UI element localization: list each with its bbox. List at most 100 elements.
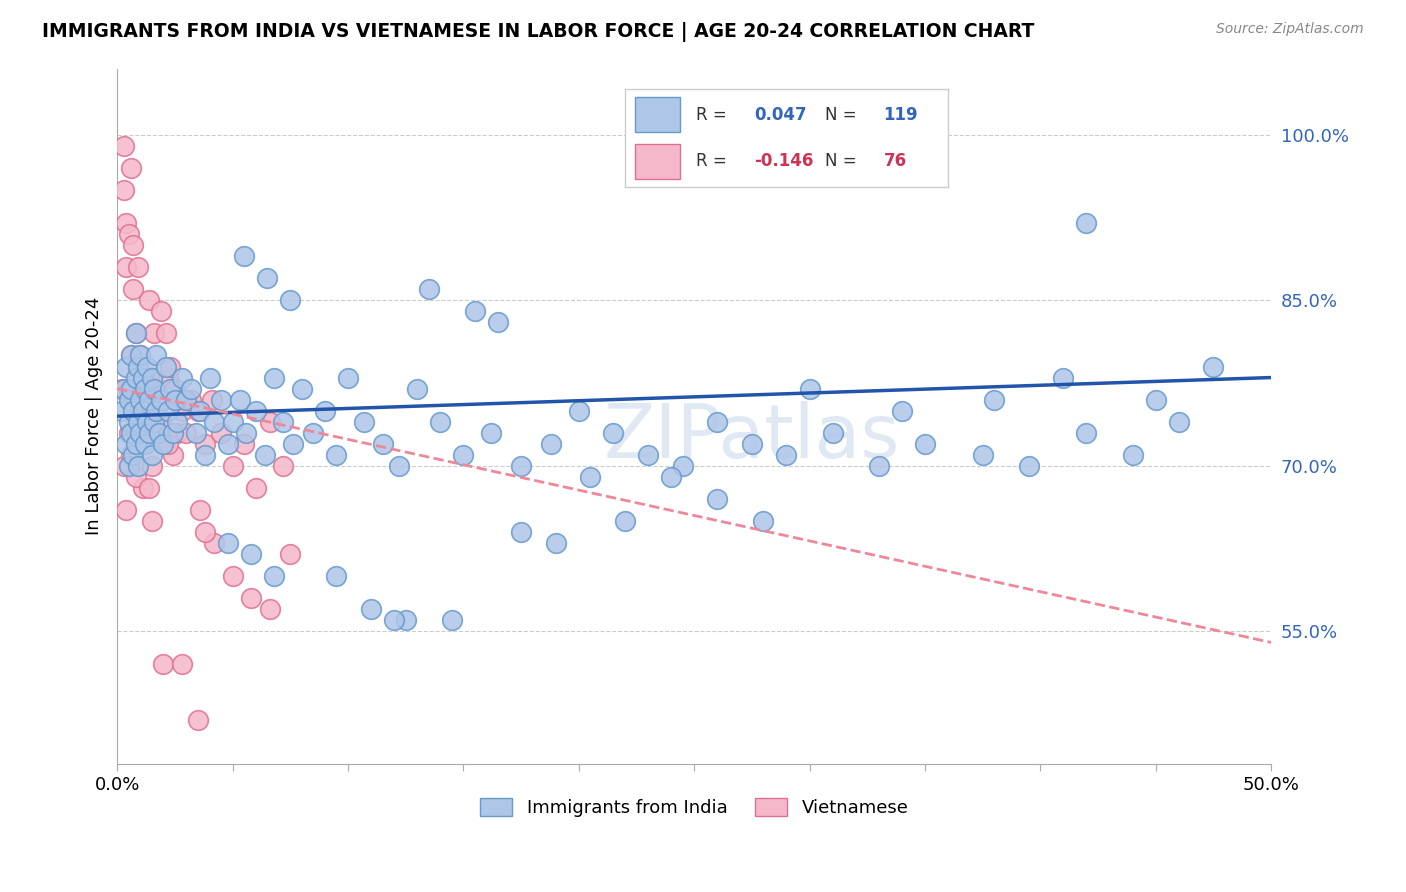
Point xyxy=(273,458,295,473)
Point xyxy=(166,415,188,429)
Point xyxy=(382,613,405,627)
Point xyxy=(138,293,160,308)
Point xyxy=(868,458,890,473)
Point xyxy=(131,481,153,495)
Point xyxy=(150,304,173,318)
Point xyxy=(245,481,267,495)
Point xyxy=(890,403,912,417)
Point xyxy=(706,415,728,429)
Point xyxy=(263,569,285,583)
Point xyxy=(115,260,138,275)
Point xyxy=(111,382,134,396)
Point xyxy=(120,448,142,462)
Point xyxy=(360,602,382,616)
Point xyxy=(118,382,141,396)
Point xyxy=(741,436,763,450)
Point xyxy=(1167,415,1189,429)
Point xyxy=(263,370,285,384)
Point xyxy=(510,524,533,539)
Point xyxy=(143,415,166,429)
Point xyxy=(187,403,209,417)
Point xyxy=(131,403,153,417)
Point xyxy=(253,448,276,462)
Point xyxy=(136,415,159,429)
Point xyxy=(162,448,184,462)
Point xyxy=(1076,425,1098,440)
Point xyxy=(163,382,186,396)
Point xyxy=(176,392,198,407)
Point xyxy=(440,613,463,627)
Point xyxy=(143,382,166,396)
Point xyxy=(221,458,243,473)
Point xyxy=(112,382,135,396)
Point xyxy=(122,448,145,462)
Point xyxy=(184,425,207,440)
Point xyxy=(188,503,211,517)
Point xyxy=(136,415,159,429)
Point xyxy=(221,569,243,583)
Point xyxy=(159,382,181,396)
Point xyxy=(914,436,936,450)
Point xyxy=(406,382,429,396)
Point xyxy=(166,425,188,440)
Point xyxy=(201,392,224,407)
Point xyxy=(194,436,217,450)
Point xyxy=(240,547,263,561)
Text: Source: ZipAtlas.com: Source: ZipAtlas.com xyxy=(1216,22,1364,37)
Point xyxy=(112,138,135,153)
Point xyxy=(129,349,152,363)
Point xyxy=(120,349,142,363)
Point xyxy=(138,425,160,440)
Point xyxy=(129,403,152,417)
Point xyxy=(194,448,217,462)
Point xyxy=(145,382,167,396)
Point xyxy=(1018,458,1040,473)
Point xyxy=(162,425,184,440)
Point xyxy=(152,392,174,407)
Point xyxy=(124,392,146,407)
Point xyxy=(821,425,844,440)
Point xyxy=(972,448,994,462)
Point xyxy=(1076,216,1098,230)
Point xyxy=(568,403,591,417)
Point xyxy=(256,271,278,285)
Point xyxy=(371,436,394,450)
Point xyxy=(143,382,166,396)
Point xyxy=(129,425,152,440)
Point xyxy=(127,359,149,374)
Text: IMMIGRANTS FROM INDIA VS VIETNAMESE IN LABOR FORCE | AGE 20-24 CORRELATION CHART: IMMIGRANTS FROM INDIA VS VIETNAMESE IN L… xyxy=(42,22,1035,42)
Point xyxy=(613,514,636,528)
Point xyxy=(134,382,156,396)
Point xyxy=(176,392,198,407)
Point xyxy=(1202,359,1225,374)
Point xyxy=(544,536,567,550)
Point xyxy=(233,436,256,450)
Point xyxy=(129,392,152,407)
Point xyxy=(148,425,170,440)
Point xyxy=(150,392,173,407)
Point xyxy=(134,436,156,450)
Point xyxy=(141,370,163,384)
Point xyxy=(486,315,509,329)
Point xyxy=(429,415,451,429)
Point xyxy=(120,425,142,440)
Point xyxy=(120,382,142,396)
Point xyxy=(112,183,135,197)
Point xyxy=(122,238,145,252)
Legend: Immigrants from India, Vietnamese: Immigrants from India, Vietnamese xyxy=(472,790,915,824)
Point xyxy=(464,304,486,318)
Point xyxy=(141,448,163,462)
Point xyxy=(118,227,141,241)
Point xyxy=(155,326,177,341)
Point xyxy=(187,713,209,727)
Point xyxy=(155,359,177,374)
Point xyxy=(148,415,170,429)
Point xyxy=(259,415,281,429)
Point xyxy=(579,470,602,484)
Point xyxy=(127,415,149,429)
Point xyxy=(115,436,138,450)
Point xyxy=(127,425,149,440)
Point xyxy=(122,403,145,417)
Point xyxy=(129,349,152,363)
Point xyxy=(152,657,174,672)
